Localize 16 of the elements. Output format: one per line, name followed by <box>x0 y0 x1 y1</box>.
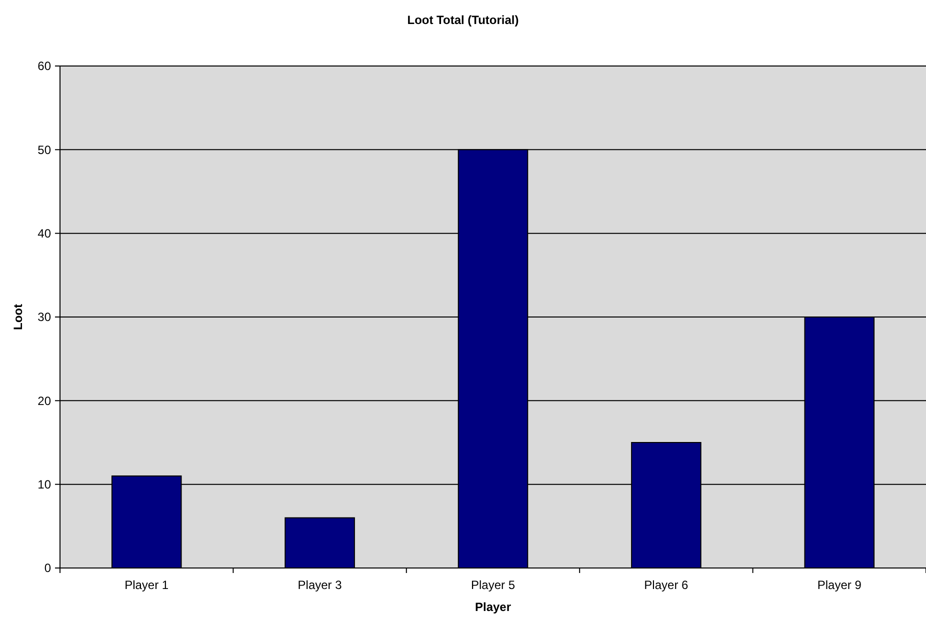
y-tick-label: 60 <box>38 59 52 74</box>
x-tick-label: Player 6 <box>644 578 689 592</box>
y-tick-label: 50 <box>38 142 52 157</box>
x-tick-label: Player 9 <box>817 578 862 592</box>
bar <box>284 517 355 568</box>
x-tick-label: Player 3 <box>298 578 342 592</box>
y-tick-label: 10 <box>38 478 52 492</box>
y-tick-label: 20 <box>38 394 52 408</box>
chart-title: Loot Total (Tutorial) <box>407 13 519 27</box>
y-tick-label: 40 <box>38 226 52 241</box>
x-tick-label: Player 1 <box>124 578 169 592</box>
y-tick-label: 30 <box>38 310 52 324</box>
x-tick-label: Player 5 <box>470 578 516 592</box>
x-axis-title: Player <box>474 600 512 614</box>
y-tick-label: 0 <box>44 561 52 576</box>
y-axis-title: Loot <box>11 304 25 330</box>
